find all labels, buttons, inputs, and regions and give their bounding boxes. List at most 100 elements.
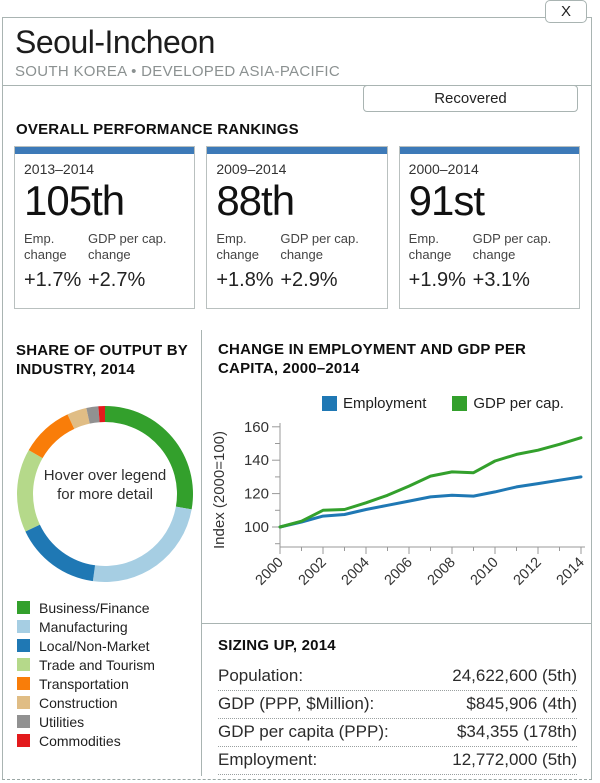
card-accent-bar	[15, 147, 195, 154]
profile-card: Seoul-Incheon SOUTH KOREA • DEVELOPED AS…	[2, 17, 592, 780]
industry-legend: Business/Finance Manufacturing Local/Non-M…	[17, 598, 201, 750]
ranking-rank: 105th	[24, 177, 125, 224]
chart-legend-item-employment: Employment	[322, 394, 426, 413]
ranking-period: 2000–2014	[408, 161, 479, 177]
legend-item-local-non-market[interactable]: Local/Non-Market	[17, 636, 201, 655]
legend-item-transportation[interactable]: Transportation	[17, 674, 201, 693]
ranking-rank: 91st	[408, 177, 485, 224]
svg-text:100: 100	[244, 519, 269, 536]
donut-slice-utilities[interactable]	[86, 406, 100, 424]
header-divider: Recovered	[3, 85, 591, 121]
legend-label: Business/Finance	[39, 599, 150, 616]
status-recovered-button[interactable]: Recovered	[363, 85, 578, 112]
page-subtitle: SOUTH KOREA • DEVELOPED ASIA-PACIFIC	[15, 63, 341, 80]
page-title: Seoul-Incheon	[15, 24, 215, 60]
legend-swatch-icon	[17, 620, 30, 633]
rankings-heading: OVERALL PERFORMANCE RANKINGS	[16, 121, 299, 138]
svg-text:2010: 2010	[468, 555, 502, 589]
legend-item-manufacturing[interactable]: Manufacturing	[17, 617, 201, 636]
svg-text:160: 160	[244, 419, 269, 436]
legend-item-trade-and-tourism[interactable]: Trade and Tourism	[17, 655, 201, 674]
legend-swatch-icon	[17, 601, 30, 614]
donut-slice-manufacturing[interactable]	[92, 506, 192, 582]
svg-text:2012: 2012	[511, 555, 545, 589]
ranking-card-2013-2014: 2013–2014 105th Emp. change +1.7% GDP pe…	[14, 146, 196, 309]
legend-label: Manufacturing	[39, 618, 128, 635]
sizing-label: Population:	[218, 666, 304, 685]
legend-swatch-icon	[17, 734, 30, 747]
svg-text:120: 120	[244, 486, 269, 503]
sizing-value: $845,906 (4th)	[466, 694, 577, 713]
industry-heading: SHARE OF OUTPUT BY INDUSTRY, 2014	[16, 342, 188, 378]
legend-item-construction[interactable]: Construction	[17, 693, 201, 712]
ranking-rank: 88th	[216, 177, 295, 224]
gdp-change-value: +3.1%	[472, 269, 530, 291]
sizing-row-employment: Employment: 12,772,000 (5th)	[218, 747, 577, 775]
svg-text:2008: 2008	[425, 555, 459, 589]
donut-slice-transportation[interactable]	[28, 414, 75, 459]
chart-column: CHANGE IN EMPLOYMENT AND GDP PER CAPITA,…	[202, 330, 591, 776]
sizing-value: 12,772,000 (5th)	[452, 750, 577, 769]
legend-label: Utilities	[39, 713, 85, 730]
legend-label: Employment	[343, 395, 427, 412]
donut-svg	[17, 406, 193, 582]
line-chart-heading: CHANGE IN EMPLOYMENT AND GDP PER CAPITA,…	[218, 341, 527, 377]
svg-text:2000: 2000	[253, 555, 287, 589]
card-accent-bar	[399, 147, 579, 154]
industry-column: SHARE OF OUTPUT BY INDUSTRY, 2014 Hover …	[3, 330, 202, 776]
ranking-card-2000-2014: 2000–2014 91st Emp. change +1.9% GDP per…	[398, 146, 580, 309]
emp-change-label: Emp. change	[24, 231, 67, 262]
card-accent-bar	[207, 147, 387, 154]
legend-swatch-icon	[17, 715, 30, 728]
sizing-value: $34,355 (178th)	[456, 722, 577, 741]
close-button[interactable]: X	[545, 0, 587, 23]
chart-legend-item-gdp-per-cap: GDP per cap.	[452, 394, 564, 413]
sizing-panel: SIZING UP, 2014 Population: 24,622,600 (…	[202, 623, 591, 775]
ranking-period: 2009–2014	[216, 161, 287, 177]
gdp-change-label: GDP per cap. change	[472, 231, 552, 262]
line-chart-legend: Employment GDP per cap.	[322, 394, 591, 413]
gdp-change-value: +2.7%	[88, 269, 146, 291]
donut-slice-construction[interactable]	[67, 408, 90, 429]
legend-label: Trade and Tourism	[39, 656, 155, 673]
gdp-change-label: GDP per cap. change	[280, 231, 359, 262]
legend-swatch-icon	[452, 396, 468, 411]
legend-swatch-icon	[17, 639, 30, 652]
svg-text:2014: 2014	[554, 555, 588, 589]
sizing-label: GDP per capita (PPP):	[218, 722, 389, 741]
legend-label: Commodities	[39, 732, 121, 749]
legend-swatch-icon	[17, 677, 30, 690]
donut-slice-business-finance[interactable]	[105, 406, 193, 510]
legend-label: GDP per cap.	[473, 395, 564, 412]
sizing-label: Employment:	[218, 750, 318, 769]
industry-donut-chart: Hover over legend for more detail	[15, 404, 195, 584]
emp-change-value: +1.9%	[408, 269, 466, 291]
line-series-employment	[278, 475, 583, 529]
emp-change-value: +1.8%	[216, 269, 274, 291]
ranking-card-2009-2014: 2009–2014 88th Emp. change +1.8% GDP per…	[206, 146, 388, 309]
line-series-gdp-per-cap	[278, 436, 583, 529]
gdp-change-label: GDP per cap. change	[88, 231, 167, 262]
emp-change-value: +1.7%	[24, 269, 82, 291]
legend-item-utilities[interactable]: Utilities	[17, 712, 201, 731]
donut-slice-trade-and-tourism[interactable]	[17, 450, 43, 532]
emp-change-label: Emp. change	[216, 231, 259, 262]
sizing-row-gdp-per-capita: GDP per capita (PPP): $34,355 (178th)	[218, 719, 577, 747]
legend-item-commodities[interactable]: Commodities	[17, 731, 201, 750]
line-chart-svg: 100 120 140 160 2000 2002 2004 2006 2008 2010 2012…	[211, 419, 588, 589]
sizing-heading: SIZING UP, 2014	[218, 637, 336, 654]
donut-slice-commodities[interactable]	[98, 406, 105, 423]
legend-label: Transportation	[39, 675, 129, 692]
legend-label: Construction	[39, 694, 118, 711]
donut-slice-local-non-market[interactable]	[25, 524, 96, 582]
legend-swatch-icon	[322, 396, 337, 411]
ranking-period: 2013–2014	[24, 161, 95, 177]
legend-swatch-icon	[17, 696, 30, 709]
sizing-row-gdp: GDP (PPP, $Million): $845,906 (4th)	[218, 691, 577, 719]
emp-change-label: Emp. change	[408, 231, 452, 262]
svg-text:Index (2000=100): Index (2000=100)	[211, 431, 228, 549]
legend-item-business-finance[interactable]: Business/Finance	[17, 598, 201, 617]
sizing-label: GDP (PPP, $Million):	[218, 694, 375, 713]
legend-swatch-icon	[17, 658, 30, 671]
